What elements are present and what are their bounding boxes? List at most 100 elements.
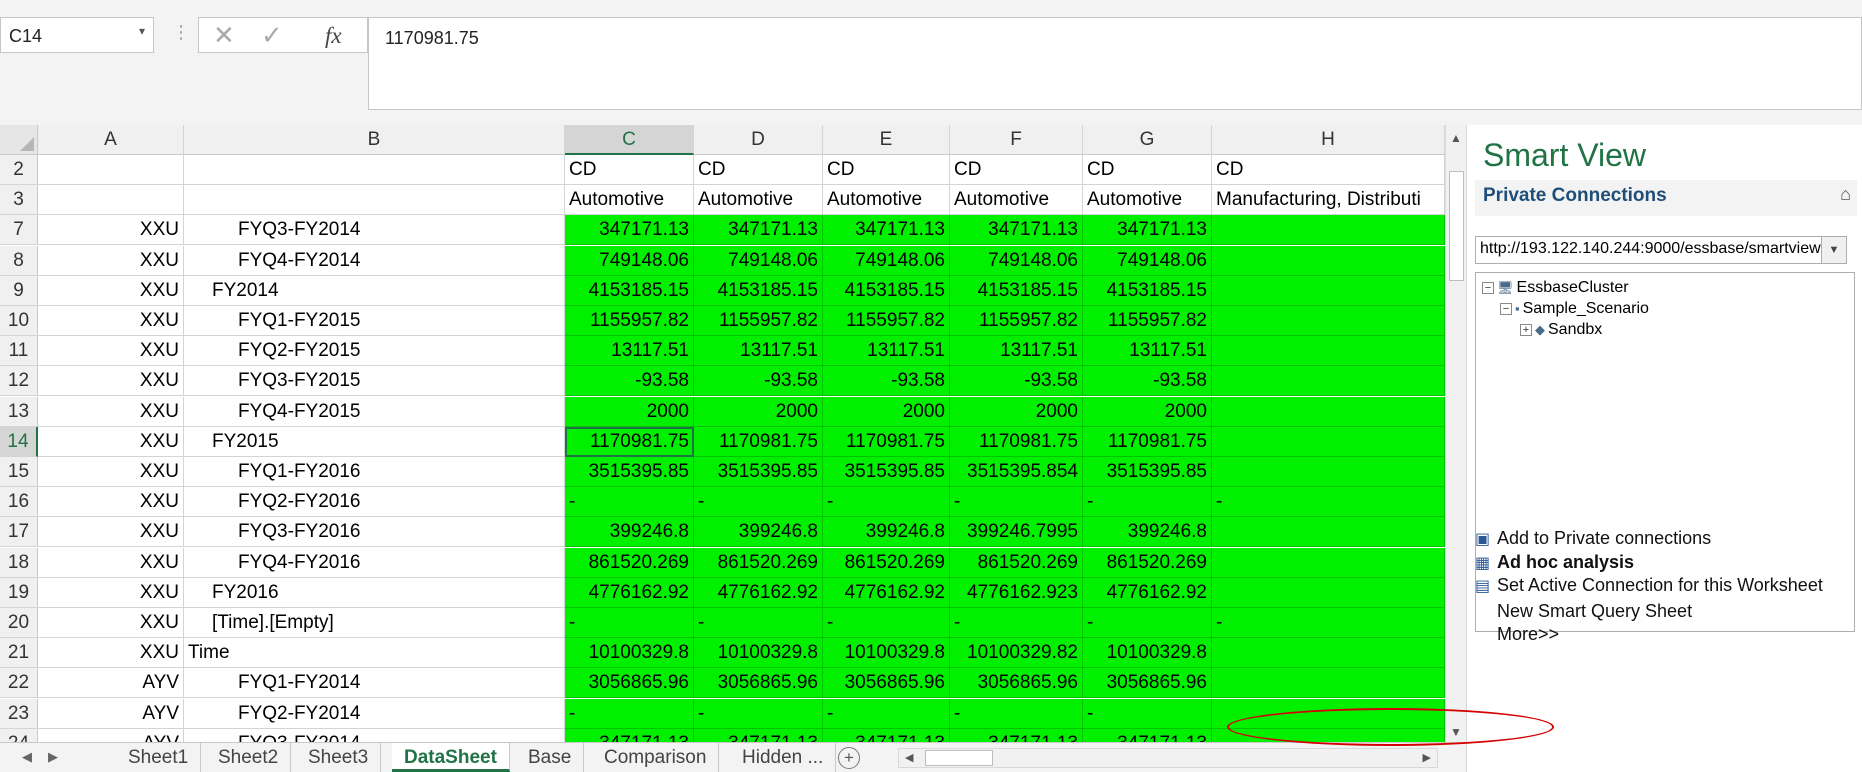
- cell-d10[interactable]: 1155957.82: [694, 306, 823, 336]
- home-icon[interactable]: ⌂: [1840, 184, 1851, 204]
- cell-c21[interactable]: 10100329.8: [565, 638, 694, 669]
- row-header[interactable]: 10: [0, 306, 38, 336]
- cell-f22[interactable]: 3056865.96: [950, 668, 1083, 699]
- column-header-d[interactable]: D: [694, 125, 823, 155]
- cell-e20[interactable]: -: [823, 608, 950, 638]
- cell-g15[interactable]: 3515395.85: [1083, 457, 1212, 487]
- cell-e14[interactable]: 1170981.75: [823, 426, 950, 457]
- cell-b20[interactable]: [Time].[Empty]: [184, 608, 565, 638]
- cell-e24[interactable]: 347171.13: [823, 728, 950, 742]
- set-active-connection[interactable]: ▤ Set Active Connection for this Workshee…: [1475, 575, 1823, 595]
- cell-h15[interactable]: [1212, 457, 1445, 487]
- tab-scroll-right-icon[interactable]: ▶: [48, 749, 58, 764]
- cell-e23[interactable]: -: [823, 698, 950, 729]
- row-header[interactable]: 3: [0, 185, 38, 216]
- row-header[interactable]: 8: [0, 245, 38, 276]
- row-header[interactable]: 17: [0, 517, 38, 548]
- cell-d18[interactable]: 861520.269: [694, 547, 823, 578]
- cell-f2[interactable]: CD: [950, 155, 1083, 185]
- insert-function-icon[interactable]: fx: [325, 23, 342, 48]
- cell-b14[interactable]: FY2015: [184, 426, 565, 457]
- cell-c24[interactable]: 347171.13: [565, 728, 694, 742]
- cell-f18[interactable]: 861520.269: [950, 547, 1083, 578]
- column-header-e[interactable]: E: [823, 125, 950, 155]
- cell-d8[interactable]: 749148.06: [694, 245, 823, 276]
- cell-e3[interactable]: Automotive: [823, 185, 950, 216]
- cell-b15[interactable]: FYQ1-FY2016: [184, 457, 565, 487]
- cell-g12[interactable]: -93.58: [1083, 366, 1212, 397]
- cell-h16[interactable]: -: [1212, 487, 1445, 518]
- cell-c12[interactable]: -93.58: [565, 366, 694, 397]
- chevron-down-icon[interactable]: ▼: [1821, 236, 1847, 264]
- cell-d23[interactable]: -: [694, 698, 823, 729]
- cell-g11[interactable]: 13117.51: [1083, 336, 1212, 367]
- cell-e8[interactable]: 749148.06: [823, 245, 950, 276]
- cell-d7[interactable]: 347171.13: [694, 215, 823, 246]
- cell-a12[interactable]: XXU: [38, 366, 184, 397]
- row-header[interactable]: 16: [0, 487, 38, 518]
- cell-d20[interactable]: -: [694, 608, 823, 638]
- cell-d17[interactable]: 399246.8: [694, 517, 823, 548]
- cell-h14[interactable]: [1212, 426, 1445, 457]
- cell-h21[interactable]: [1212, 638, 1445, 669]
- cell-f7[interactable]: 347171.13: [950, 215, 1083, 246]
- cell-e17[interactable]: 399246.8: [823, 517, 950, 548]
- cell-g3[interactable]: Automotive: [1083, 185, 1212, 216]
- cell-b24[interactable]: FYQ3-FY2014: [184, 728, 565, 742]
- row-header[interactable]: 23: [0, 698, 38, 729]
- cell-a24[interactable]: AYV: [38, 728, 184, 742]
- row-header[interactable]: 9: [0, 275, 38, 306]
- cell-d15[interactable]: 3515395.85: [694, 457, 823, 487]
- cell-e21[interactable]: 10100329.8: [823, 638, 950, 669]
- cell-h12[interactable]: [1212, 366, 1445, 397]
- cell-c3[interactable]: Automotive: [565, 185, 694, 216]
- cell-f13[interactable]: 2000: [950, 396, 1083, 427]
- cell-f12[interactable]: -93.58: [950, 366, 1083, 397]
- cell-a13[interactable]: XXU: [38, 396, 184, 427]
- cell-g20[interactable]: -: [1083, 608, 1212, 638]
- cell-h20[interactable]: -: [1212, 608, 1445, 638]
- cell-g18[interactable]: 861520.269: [1083, 547, 1212, 578]
- cell-f16[interactable]: -: [950, 487, 1083, 518]
- sheet-tab-sheet3[interactable]: Sheet3: [296, 743, 382, 772]
- row-header[interactable]: 14: [0, 426, 38, 457]
- cell-e19[interactable]: 4776162.92: [823, 577, 950, 608]
- expand-icon[interactable]: +: [1520, 324, 1532, 336]
- column-header-g[interactable]: G: [1083, 125, 1212, 155]
- cell-c14[interactable]: 1170981.75: [565, 426, 694, 457]
- row-header[interactable]: 20: [0, 608, 38, 638]
- enter-icon[interactable]: ✓: [261, 20, 283, 50]
- cell-e9[interactable]: 4153185.15: [823, 275, 950, 306]
- row-header[interactable]: 19: [0, 577, 38, 608]
- name-box[interactable]: C14 ▾: [0, 17, 154, 53]
- cell-d9[interactable]: 4153185.15: [694, 275, 823, 306]
- cell-a23[interactable]: AYV: [38, 698, 184, 729]
- tree-node-cluster[interactable]: − 🖥 EssbaseCluster: [1482, 279, 1629, 297]
- cell-h19[interactable]: [1212, 577, 1445, 608]
- row-header[interactable]: 22: [0, 668, 38, 699]
- cell-h2[interactable]: CD: [1212, 155, 1445, 185]
- cell-f11[interactable]: 13117.51: [950, 336, 1083, 367]
- formula-input[interactable]: 1170981.75: [368, 17, 1862, 110]
- cell-e22[interactable]: 3056865.96: [823, 668, 950, 699]
- cell-a20[interactable]: XXU: [38, 608, 184, 638]
- column-header-a[interactable]: A: [38, 125, 184, 155]
- cell-b12[interactable]: FYQ3-FY2015: [184, 366, 565, 397]
- cell-b9[interactable]: FY2014: [184, 275, 565, 306]
- cell-e12[interactable]: -93.58: [823, 366, 950, 397]
- cell-g13[interactable]: 2000: [1083, 396, 1212, 427]
- cell-c8[interactable]: 749148.06: [565, 245, 694, 276]
- cell-b16[interactable]: FYQ2-FY2016: [184, 487, 565, 518]
- collapse-icon[interactable]: −: [1482, 282, 1494, 294]
- cell-e11[interactable]: 13117.51: [823, 336, 950, 367]
- row-header[interactable]: 18: [0, 547, 38, 578]
- horizontal-scroll-thumb[interactable]: [925, 750, 993, 766]
- cell-h9[interactable]: [1212, 275, 1445, 306]
- cell-a2[interactable]: [38, 155, 184, 185]
- cancel-icon[interactable]: ✕: [213, 20, 235, 50]
- sheet-tab-sheet2[interactable]: Sheet2: [206, 743, 292, 772]
- cell-h17[interactable]: [1212, 517, 1445, 548]
- vertical-scroll-thumb[interactable]: [1449, 171, 1464, 281]
- column-header-h[interactable]: H: [1212, 125, 1445, 155]
- cell-e2[interactable]: CD: [823, 155, 950, 185]
